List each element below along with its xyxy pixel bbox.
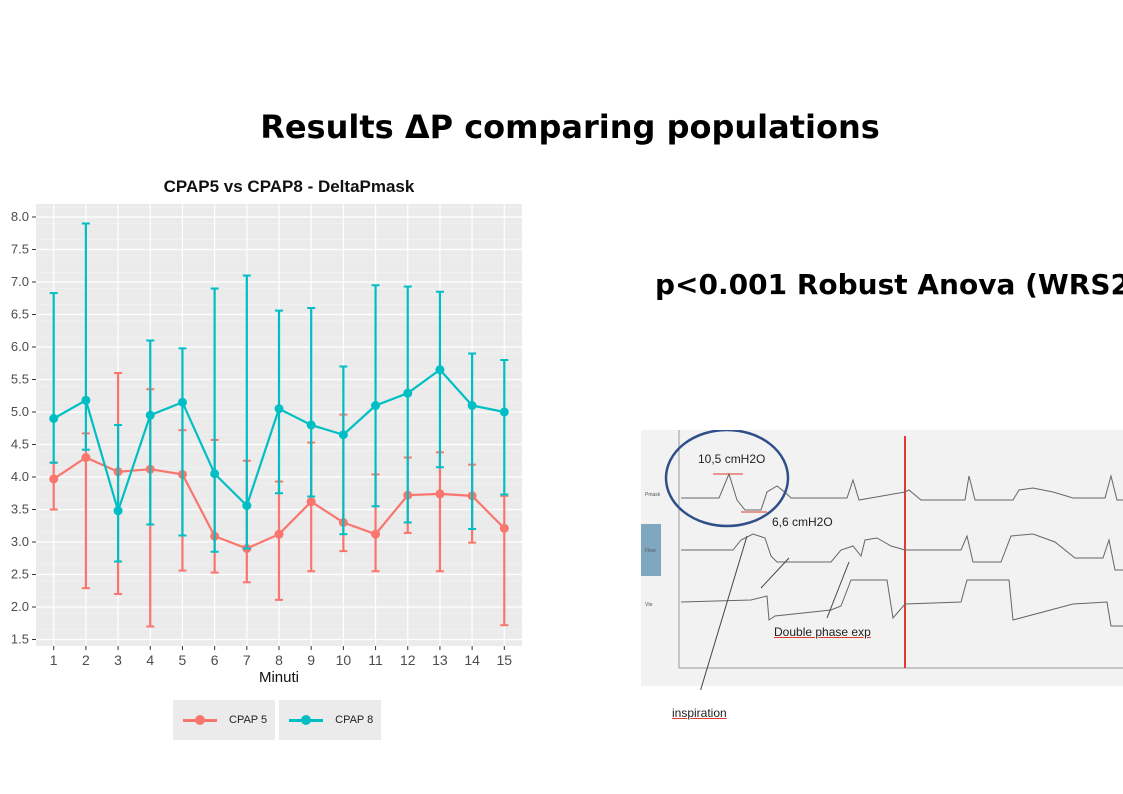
pmask-waveform [681, 472, 1123, 511]
x-tick-label: 9 [307, 652, 315, 668]
x-tick-label: 5 [179, 652, 187, 668]
y-tick-label: 5.0 [11, 404, 29, 419]
y-tick-label: 7.5 [11, 242, 29, 257]
y-tick-label: 6.0 [11, 339, 29, 354]
y-tick-label: 7.0 [11, 274, 29, 289]
x-tick-label: 15 [497, 652, 513, 668]
y-tick-label: 3.5 [11, 502, 29, 517]
x-tick-label: 1 [50, 652, 58, 668]
data-point-cpap-8 [499, 407, 509, 417]
x-tick-label: 7 [243, 652, 251, 668]
x-axis-label: Minuti [259, 669, 299, 686]
y-tick-label: 4.0 [11, 469, 29, 484]
data-point-cpap-8 [242, 501, 252, 511]
inspiration-label: inspiration [672, 706, 727, 720]
ventilator-trace-image: Pmask Flow Vte [641, 430, 1123, 690]
channel-marker [641, 524, 661, 576]
y-tick-label: 5.5 [11, 372, 29, 387]
x-tick-label: 12 [400, 652, 416, 668]
data-point-cpap-8 [113, 506, 123, 516]
double-phase-label: Double phase exp [774, 625, 871, 639]
x-tick-label: 14 [464, 652, 480, 668]
data-point-cpap-5 [49, 474, 59, 484]
channel-label-pmask: Pmask [645, 492, 661, 498]
y-tick-label: 4.5 [11, 437, 29, 452]
x-tick-label: 13 [432, 652, 448, 668]
data-point-cpap-8 [371, 401, 381, 410]
data-point-cpap-5 [274, 529, 284, 539]
data-point-cpap-5 [306, 497, 316, 507]
data-point-cpap-8 [177, 397, 187, 407]
data-point-cpap-8 [467, 401, 477, 410]
peak-pressure-label: 10,5 cmH2O [698, 452, 766, 466]
x-tick-label: 4 [146, 652, 154, 668]
legend-key-cpap8 [283, 700, 329, 740]
legend-item-cpap8: CPAP 8 [279, 700, 382, 740]
data-point-cpap-8 [338, 430, 348, 440]
x-tick-label: 3 [114, 652, 122, 668]
data-point-cpap-5 [81, 453, 91, 462]
deltapmask-chart: 1.5 2.0 2.5 3.0 3.5 4.0 4.5 5.0 5.5 6.0 6.5 7.0 7.5 8… [11, 177, 522, 686]
data-point-cpap-8 [435, 365, 445, 375]
data-point-cpap-8 [274, 404, 284, 414]
data-point-cpap-8 [306, 420, 316, 430]
x-tick-label: 2 [82, 652, 90, 668]
x-tick-label: 8 [275, 652, 283, 668]
data-point-cpap-5 [435, 489, 445, 499]
x-tick-label: 11 [368, 652, 383, 668]
data-point-cpap-8 [145, 410, 155, 420]
data-point-cpap-8 [403, 388, 413, 398]
x-tick-label: 6 [211, 652, 219, 668]
statistics-text: p<0.001 Robust Anova (WRS2 [655, 268, 1123, 301]
legend-item-cpap5: CPAP 5 [173, 700, 276, 740]
channel-label-vte: Vte [645, 602, 653, 608]
legend-label-cpap5: CPAP 5 [229, 714, 268, 726]
data-point-cpap-8 [210, 469, 220, 479]
y-tick-label: 8.0 [11, 209, 29, 224]
trough-pressure-label: 6,6 cmH2O [772, 515, 833, 529]
data-point-cpap-5 [499, 523, 509, 533]
data-point-cpap-5 [371, 529, 381, 539]
data-point-cpap-8 [81, 395, 91, 405]
y-tick-label: 3.0 [11, 534, 29, 549]
legend-label-cpap8: CPAP 8 [335, 714, 374, 726]
chart-title: CPAP5 vs CPAP8 - DeltaPmask [164, 177, 415, 196]
trace-background [641, 430, 1123, 686]
y-tick-label: 2.0 [11, 599, 29, 614]
flow-waveform [681, 533, 1123, 571]
chart-legend: CPAP 5 CPAP 8 [173, 700, 385, 740]
volume-waveform [680, 579, 1123, 627]
y-tick-label: 1.5 [11, 632, 29, 647]
data-point-cpap-8 [49, 414, 59, 423]
highlight-circle [664, 430, 790, 528]
y-tick-label: 6.5 [11, 307, 29, 322]
legend-key-cpap5 [177, 700, 223, 740]
channel-label-flow: Flow [645, 548, 656, 554]
y-tick-label: 2.5 [11, 567, 29, 582]
slide-title: Results ΔP comparing populations [260, 108, 880, 146]
x-tick-label: 10 [336, 652, 352, 668]
